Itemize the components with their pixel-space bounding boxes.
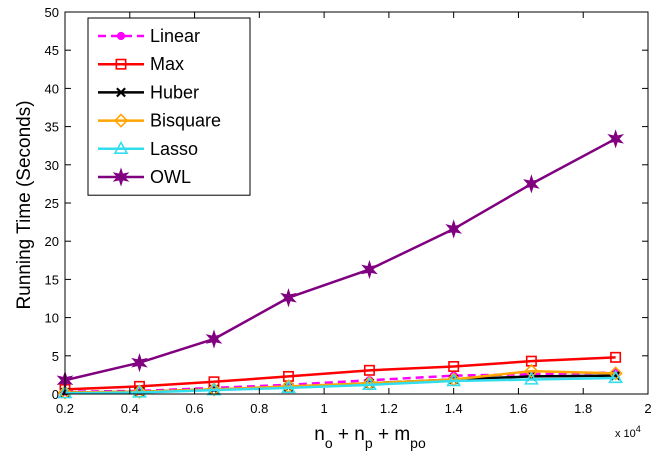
data-point	[448, 361, 460, 372]
x-tick-label: 1.2	[380, 401, 398, 416]
x-tick-label: 0.2	[56, 401, 74, 416]
data-point	[132, 384, 147, 398]
x-tick-label: 0.6	[186, 401, 204, 416]
data-point	[113, 113, 129, 128]
legend-item-owl: OWL	[98, 167, 191, 187]
series-line	[64, 356, 616, 391]
data-point	[362, 376, 377, 391]
plot-frame	[64, 11, 649, 395]
data-point	[205, 329, 223, 349]
data-point	[361, 259, 378, 280]
series-line	[64, 371, 616, 393]
legend-label: Max	[150, 54, 184, 74]
data-point	[113, 140, 129, 154]
data-point	[445, 219, 462, 239]
legend-item-lasso: Lasso	[98, 139, 198, 159]
axis-labels: Running Time (Seconds) no + np + mpo x 1…	[14, 100, 641, 451]
y-tick-label: 5	[52, 349, 59, 364]
series-owl	[56, 129, 624, 390]
data-point	[610, 351, 622, 363]
legend-item-huber: Huber	[98, 82, 199, 102]
y-tick-label: 30	[45, 158, 59, 173]
legend-label: Huber	[150, 82, 199, 102]
data-point	[280, 288, 297, 308]
y-tick-label: 0	[52, 387, 59, 402]
x-tick-label: 1.8	[574, 401, 592, 416]
data-point	[523, 174, 540, 194]
y-axis-label: Running Time (Seconds)	[14, 100, 35, 309]
data-point	[116, 31, 126, 41]
data-point	[132, 384, 147, 399]
x-tick-label: 1.6	[509, 401, 527, 416]
legend-item-linear: Linear	[98, 26, 200, 46]
data-point	[208, 376, 220, 388]
legend-label: Linear	[150, 26, 200, 46]
y-tick-label: 50	[45, 5, 59, 20]
y-tick-label: 35	[45, 120, 59, 135]
data-point	[608, 366, 623, 381]
series-line	[64, 376, 616, 395]
data-point	[608, 370, 624, 384]
legend: Linear Max Huber Bisquare Lasso OWL	[87, 17, 251, 196]
data-point	[131, 353, 148, 373]
y-tick-label: 40	[45, 81, 59, 96]
legend-item-max: Max	[98, 54, 184, 74]
data-point	[112, 167, 130, 187]
x-tick-label: 1.4	[445, 401, 463, 416]
y-tick-label: 25	[45, 196, 59, 211]
data-point	[446, 373, 462, 387]
data-point	[116, 87, 126, 98]
legend-label: OWL	[150, 167, 191, 187]
y-tick-label: 10	[45, 311, 59, 326]
x-tick-label: 0.4	[121, 401, 139, 416]
legend-item-bisquare: Bisquare	[98, 111, 221, 131]
x-axis-label: no + np + mpo	[314, 424, 426, 451]
legend-label: Lasso	[150, 139, 198, 159]
x-axis-multiplier: x 104	[615, 424, 641, 440]
legend-box	[87, 17, 251, 196]
data-point	[57, 385, 73, 399]
y-tick-label: 45	[45, 43, 59, 58]
legend-label: Bisquare	[150, 111, 221, 131]
data-point	[206, 382, 222, 397]
x-tick-label: 0.8	[250, 401, 268, 416]
x-tick-label: 1	[320, 401, 327, 416]
data-point	[115, 58, 127, 70]
data-point	[363, 364, 375, 376]
series-lasso	[57, 370, 624, 399]
data-point	[607, 129, 624, 149]
data-point	[281, 379, 296, 394]
data-point	[57, 385, 73, 400]
axes: 0.2 0.4 0.6 0.8 1 1.2 1.4 1.6 1.8 205101520253035…	[45, 5, 652, 416]
y-tick-label: 20	[45, 234, 59, 249]
data-point	[206, 382, 222, 396]
series-line	[64, 137, 617, 382]
x-tick-label: 2	[644, 401, 651, 416]
y-tick-label: 15	[45, 272, 59, 287]
series-group	[56, 129, 624, 400]
data-point	[523, 371, 539, 385]
data-point	[524, 363, 539, 379]
